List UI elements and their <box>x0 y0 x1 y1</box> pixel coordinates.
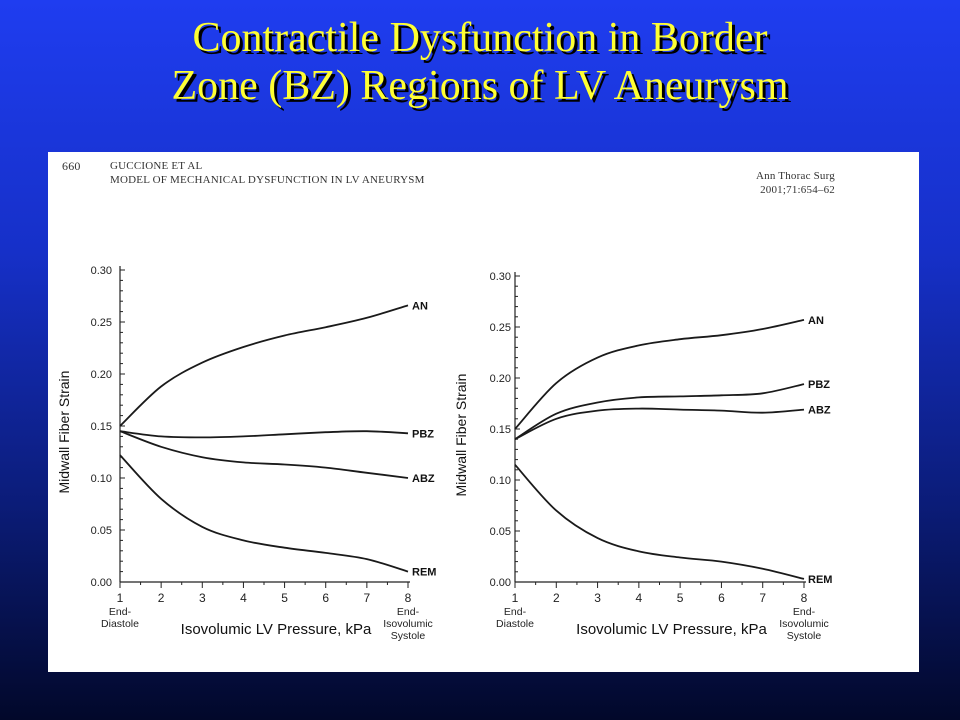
chart2-y-tick-label: 0.30 <box>490 271 511 283</box>
chart1-y-tick-label: 0.00 <box>91 577 112 589</box>
chart1-y-tick-label: 0.25 <box>91 317 112 329</box>
header-authors: GUCCIONE ET AL <box>110 160 203 172</box>
chart1-x-start-label: Diastole <box>101 618 139 630</box>
chart1-x-tick-label: 1 <box>117 591 124 605</box>
chart2-series-an-line <box>514 319 805 430</box>
chart1-x-tick-label: 6 <box>322 591 329 605</box>
chart2-x-tick-label: 1 <box>512 591 519 605</box>
chart1-x-tick-label: 4 <box>240 591 247 605</box>
chart1-x-end-label: End- <box>397 606 420 618</box>
chart1-x-tick-label: 7 <box>364 591 371 605</box>
chart2-x-start-label: Diastole <box>496 618 534 630</box>
title-line-2: Zone (BZ) Regions of LV Aneurysm <box>171 63 789 109</box>
chart1-y-tick-label: 0.10 <box>91 473 112 485</box>
header-journal: Ann Thorac Surg <box>756 170 835 182</box>
chart1-x-end-label: Isovolumic <box>383 618 433 630</box>
chart2-x-tick-label: 3 <box>594 591 601 605</box>
chart2-x-tick-label: 6 <box>718 591 725 605</box>
journal-figure: 660 GUCCIONE ET AL MODEL OF MECHANICAL D… <box>48 152 919 672</box>
chart1-series-rem-line <box>119 454 409 573</box>
chart2-y-tick-label: 0.05 <box>490 526 511 538</box>
header-subtitle: MODEL OF MECHANICAL DYSFUNCTION IN LV AN… <box>110 174 425 186</box>
chart2-y-tick-label: 0.00 <box>490 577 511 589</box>
chart2-series-abz-line <box>514 407 805 441</box>
chart1-x-tick-label: 2 <box>158 591 165 605</box>
chart2-x-end-label: Isovolumic <box>779 618 829 630</box>
chart1-series-an-line <box>119 304 409 427</box>
chart2-series-abz-label: ABZ <box>808 405 831 417</box>
chart1-y-tick-label: 0.20 <box>91 369 112 381</box>
chart1-series-an-label: AN <box>412 300 428 312</box>
chart1-series-rem-label: REM <box>412 567 436 579</box>
header-citation: 2001;71:654–62 <box>760 184 835 196</box>
chart1-y-tick-label: 0.30 <box>91 265 112 277</box>
chart1-series-pbz-line <box>119 430 409 439</box>
chart2-y-tick-label: 0.25 <box>490 322 511 334</box>
chart2-series-rem-line <box>514 464 805 580</box>
chart2-x-end-label: Systole <box>787 630 822 642</box>
chart1-x-start-label: End- <box>109 606 132 618</box>
chart1-y-tick-label: 0.15 <box>91 421 112 433</box>
chart1-x-tick-label: 5 <box>281 591 288 605</box>
chart2-y-tick-label: 0.15 <box>490 424 511 436</box>
chart2-series-an-label: AN <box>808 315 824 327</box>
chart1-series-abz-line <box>119 430 409 479</box>
chart2-x-tick-label: 7 <box>759 591 766 605</box>
chart2-y-tick-label: 0.20 <box>490 373 511 385</box>
chart2-series-pbz-line <box>514 383 805 440</box>
chart2-series-pbz-label: PBZ <box>808 379 830 391</box>
chart1-x-end-label: Systole <box>391 630 426 642</box>
chart2-x-end-label: End- <box>793 606 816 618</box>
chart1-y-axis-title: Midwall Fiber Strain <box>56 371 72 494</box>
page-number: 660 <box>62 159 81 173</box>
slide-title: Contractile Dysfunction in Border Zone (… <box>0 14 960 110</box>
chart2-series-rem-label: REM <box>808 574 832 586</box>
chart2-x-start-label: End- <box>504 606 527 618</box>
chart2-x-tick-label: 4 <box>636 591 643 605</box>
chart2-x-tick-label: 5 <box>677 591 684 605</box>
chart2-x-tick-label: 2 <box>553 591 560 605</box>
chart1-series-pbz-label: PBZ <box>412 428 434 440</box>
chart1-x-tick-label: 3 <box>199 591 206 605</box>
chart2-y-axis-title: Midwall Fiber Strain <box>453 374 469 497</box>
strain-charts: 0.000.050.100.150.200.250.301 2 3 4 5 6 7 8End-… <box>56 265 832 642</box>
chart1-x-tick-label: 8 <box>405 591 412 605</box>
chart2-y-tick-label: 0.10 <box>490 475 511 487</box>
chart2-x-tick-label: 8 <box>801 591 808 605</box>
chart1-x-axis-title: Isovolumic LV Pressure, kPa <box>181 621 372 638</box>
chart1-series-abz-label: ABZ <box>412 473 435 485</box>
chart1-y-tick-label: 0.05 <box>91 525 112 537</box>
title-line-1: Contractile Dysfunction in Border <box>192 15 768 61</box>
chart2-x-axis-title: Isovolumic LV Pressure, kPa <box>576 621 767 638</box>
